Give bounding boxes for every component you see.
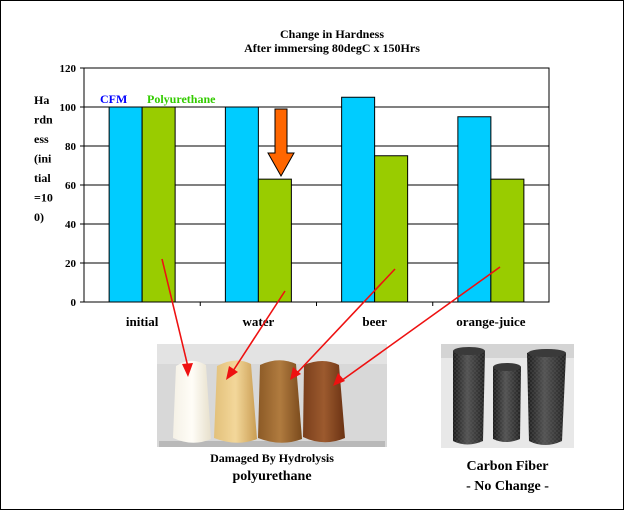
y-tick-labels: 0 20 40 60 80 100 120 [60,63,77,309]
y-tick-label: 20 [65,258,77,270]
x-tick-labels: initial water beer orange-juice [126,314,526,329]
bar-cfm-water [224,106,259,303]
chart-title: Change in Hardness [280,27,384,41]
bar-polyurethane-initial [141,106,176,303]
y-axis-label-line: (ini [34,152,52,166]
y-axis-label-line: rdn [34,113,53,127]
y-tick-label: 40 [65,219,77,231]
bars [108,96,525,303]
y-tick-label: 120 [60,63,77,75]
pointer-beer [290,268,396,380]
pointer-initial [161,258,193,377]
y-axis-label-line: tial [34,171,51,185]
y-axis-label: Ha rdn ess (ini tial =10 0) [34,93,53,224]
chart-subtitle: After immersing 80degC x 150Hrs [244,41,420,55]
y-axis-label-line: ess [34,132,49,146]
x-tick-label: beer [362,314,387,329]
legend-cfm: CFM [100,92,127,106]
polyurethane-photo [157,344,387,447]
legend-polyurethane: Polyurethane [147,92,216,106]
bar-cfm-beer [341,96,376,303]
x-tick-label: water [242,314,274,329]
carbon-fiber-photo [441,344,574,448]
y-tick-label: 80 [65,141,77,153]
polyurethane-caption-1: Damaged By Hydrolysis [210,451,334,465]
polyurethane-caption-2: polyurethane [232,469,312,484]
bar-cfm-orange-juice [457,116,492,303]
bar-polyurethane-orange-juice [490,178,525,303]
highlight-down-arrow [267,108,295,178]
carbon-fiber-caption-1: Carbon Fiber [466,459,549,474]
carbon-fiber-caption-2: - No Change - [466,479,549,494]
pointer-water [226,290,286,380]
bar-cfm-initial [108,106,143,303]
y-axis-label-line: 0) [34,210,44,224]
y-tick-label: 60 [65,180,77,192]
pointer-arrows [161,258,501,386]
x-tick-label: initial [126,314,159,329]
bar-polyurethane-beer [374,155,409,303]
x-tick-label: orange-juice [456,314,526,329]
y-tick-label: 100 [60,102,77,114]
pointer-orange-juice [333,266,501,386]
y-axis-label-line: =10 [34,191,53,205]
bar-polyurethane-water [257,178,292,303]
y-axis-label-line: Ha [34,93,49,107]
y-tick-label: 0 [71,297,77,309]
